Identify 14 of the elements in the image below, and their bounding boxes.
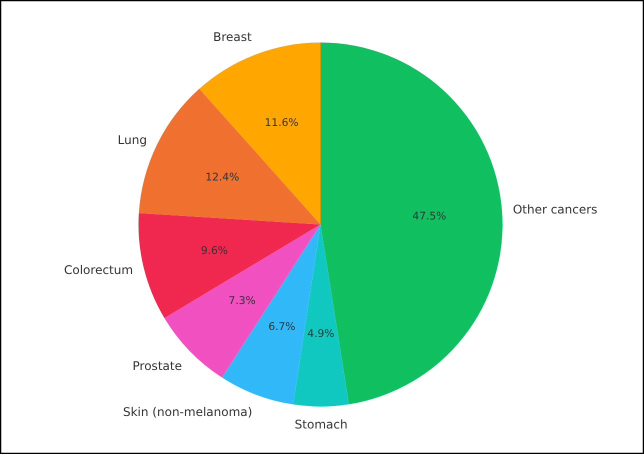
slice-label: Other cancers bbox=[512, 202, 598, 216]
slice-label: Lung bbox=[118, 133, 147, 148]
data-label: 47.5% bbox=[412, 209, 446, 222]
slice-label: Breast bbox=[213, 30, 252, 44]
slice-label: Prostate bbox=[132, 358, 182, 373]
data-label: 12.4% bbox=[205, 170, 240, 184]
data-label: 4.9% bbox=[307, 327, 334, 340]
slice-label: Skin (non-melanoma) bbox=[122, 404, 252, 419]
data-label: 9.6% bbox=[200, 244, 228, 257]
data-label: 11.6% bbox=[264, 116, 299, 129]
slice-label: Colorectum bbox=[64, 263, 134, 278]
data-label: 6.7% bbox=[268, 320, 296, 334]
slice-label: Stomach bbox=[294, 417, 348, 432]
data-label: 7.3% bbox=[228, 294, 256, 307]
